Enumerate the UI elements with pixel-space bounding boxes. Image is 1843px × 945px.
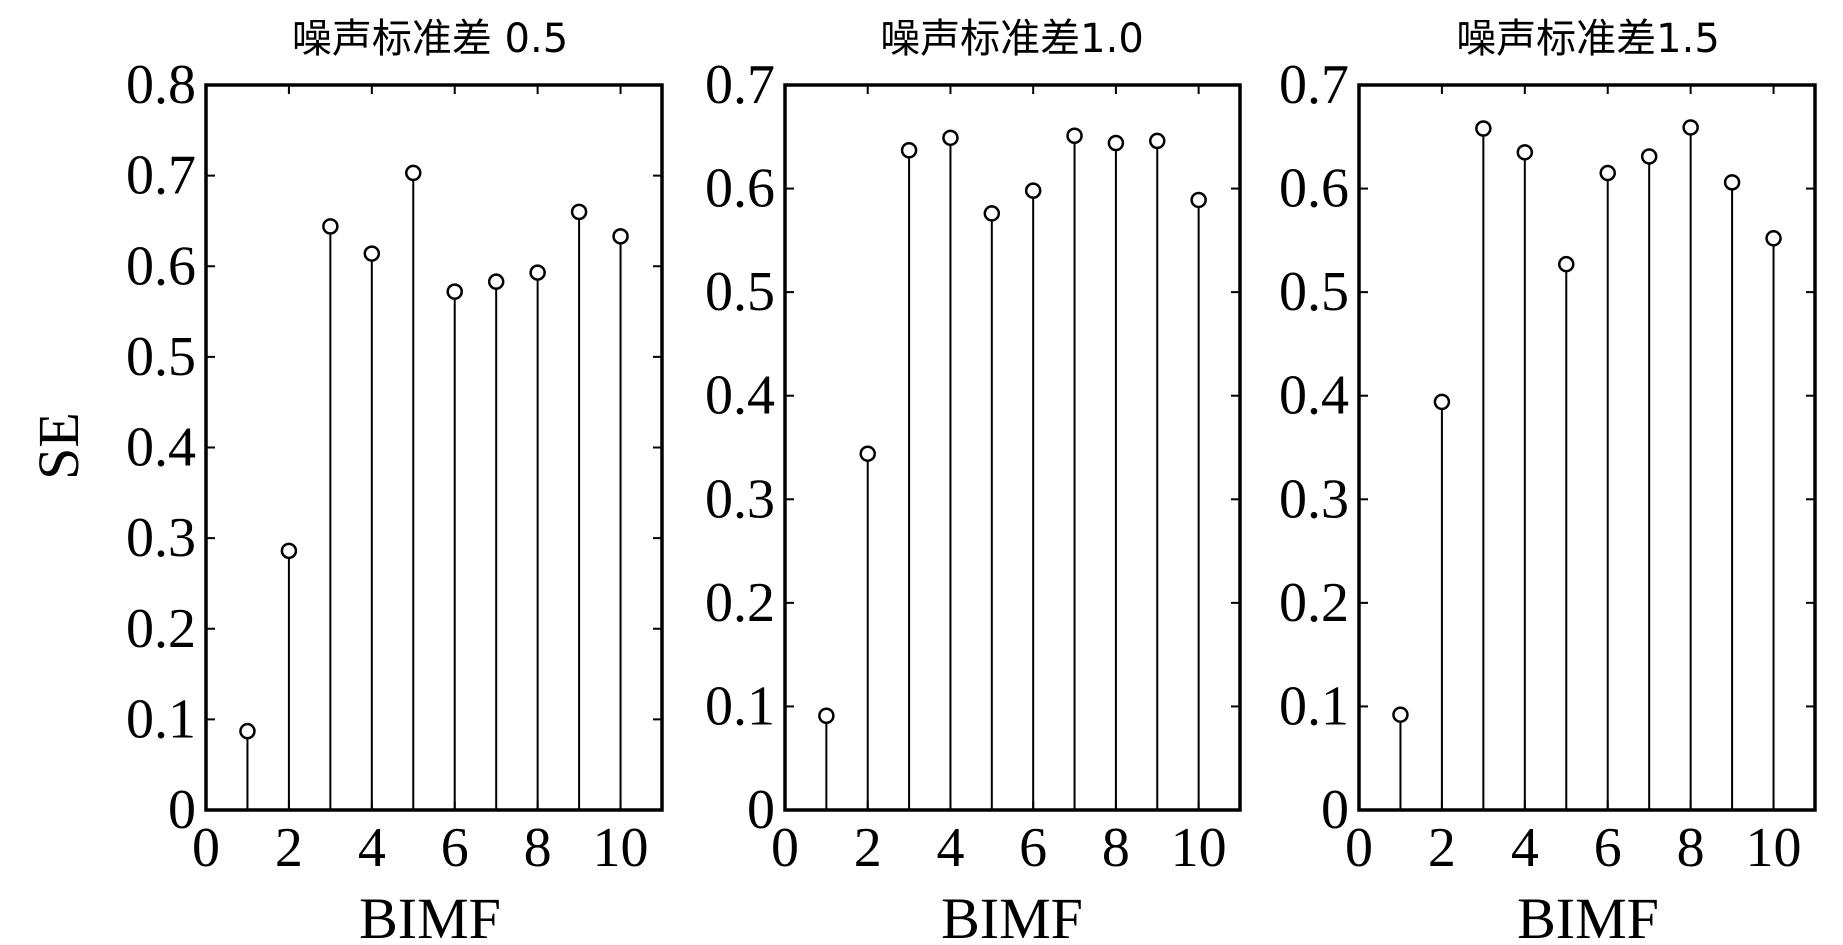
panel-2: 噪声标准差1.0 BIMF 00.10.20.30.40.50.60.70 2 4 6… <box>705 16 1242 945</box>
x-tick-label: 8 <box>1677 817 1705 879</box>
y-tick-label: 0.2 <box>126 598 196 660</box>
x-tick-label: 0 <box>1345 817 1373 879</box>
x-tick-label: 2 <box>1428 817 1456 879</box>
panel-3-title: 噪声标准差1.5 <box>1456 16 1720 62</box>
y-tick-label: 0 <box>747 779 775 841</box>
y-tick-label: 0.4 <box>705 365 775 427</box>
stem-marker <box>942 129 959 147</box>
stem-marker <box>280 542 298 560</box>
x-tick-label: 4 <box>1511 817 1539 879</box>
x-tick-label: 10 <box>593 817 649 879</box>
y-tick-label: 0.1 <box>126 688 196 750</box>
y-tick-label: 0.3 <box>126 507 196 569</box>
y-tick-label: 0.3 <box>1279 468 1349 530</box>
panel-1-ylabel: SE <box>26 412 91 480</box>
stem-marker <box>1190 191 1207 209</box>
stem-marker <box>1765 230 1782 247</box>
stem-marker <box>1107 134 1125 152</box>
stem-marker <box>983 205 1001 222</box>
panel-1-frame <box>204 83 664 812</box>
panel-2-xlabel: BIMF <box>941 886 1083 945</box>
y-tick-label: 0.2 <box>705 572 775 634</box>
stem-marker <box>900 142 918 159</box>
x-tick-label: 2 <box>854 817 882 879</box>
y-tick-label: 0.5 <box>705 261 775 323</box>
stem-marker <box>1024 182 1042 199</box>
stem-marker <box>405 164 422 182</box>
stem-marker <box>446 283 463 300</box>
y-tick-label: 0.1 <box>705 675 775 737</box>
panel-3: 噪声标准差1.5 BIMF 00.10.20.30.40.50.60.70 2 4 6… <box>1279 16 1817 945</box>
stem-marker <box>1682 119 1699 136</box>
panel-3-frame <box>1357 83 1817 812</box>
x-tick-label: 10 <box>1171 817 1227 879</box>
x-tick-label: 0 <box>192 817 220 879</box>
stem-marker <box>1599 164 1616 182</box>
stem-marker <box>529 264 546 281</box>
stem-marker <box>1433 393 1451 411</box>
panel-1-xlabel: BIMF <box>359 886 501 945</box>
y-tick-label: 0.7 <box>705 54 775 116</box>
panel-2-title: 噪声标准差1.0 <box>880 16 1144 62</box>
y-tick-label: 0.6 <box>126 235 196 297</box>
stem-marker <box>612 228 629 245</box>
y-tick-label: 0.3 <box>705 468 775 530</box>
y-tick-label: 0.2 <box>1279 572 1349 634</box>
stem-marker <box>1640 148 1658 165</box>
y-tick-label: 0.6 <box>1279 158 1349 220</box>
stem-marker <box>363 245 381 262</box>
stem-marker <box>818 707 835 724</box>
stem-marker <box>1516 144 1534 161</box>
stem-marker <box>1149 132 1166 150</box>
x-tick-label: 6 <box>1594 817 1622 879</box>
stem-marker <box>239 722 256 740</box>
stem-marker <box>1475 120 1492 137</box>
stem-marker <box>1066 127 1083 144</box>
x-tick-label: 8 <box>524 817 552 879</box>
x-tick-label: 2 <box>275 817 303 879</box>
x-tick-label: 6 <box>441 817 469 879</box>
y-tick-label: 0.8 <box>126 54 196 116</box>
x-tick-label: 4 <box>358 817 386 879</box>
y-tick-label: 0.5 <box>1279 261 1349 323</box>
stem-marker <box>570 203 588 221</box>
stem-marker <box>487 273 505 290</box>
y-tick-label: 0.4 <box>126 417 196 479</box>
y-tick-label: 0 <box>1321 779 1349 841</box>
stem-marker <box>859 445 876 462</box>
panel-1: 噪声标准差 0.5 BIMF SE 0 0.1 0.2 0.3 0.4 0.5 0.6 0.7… <box>26 16 664 945</box>
y-tick-label: 0.6 <box>705 158 775 220</box>
x-tick-label: 8 <box>1102 817 1130 879</box>
panel-1-title: 噪声标准差 0.5 <box>292 16 568 62</box>
y-tick-label: 0.7 <box>1279 54 1349 116</box>
y-tick-label: 0.5 <box>126 326 196 388</box>
x-tick-label: 0 <box>771 817 799 879</box>
y-tick-label: 0.4 <box>1279 365 1349 427</box>
stem-marker <box>1392 706 1409 723</box>
x-tick-label: 10 <box>1746 817 1802 879</box>
panel-2-frame <box>783 83 1242 812</box>
stem-marker <box>1558 255 1575 273</box>
y-tick-label: 0 <box>168 779 196 841</box>
y-tick-label: 0.1 <box>1279 675 1349 737</box>
y-tick-label: 0.7 <box>126 145 196 207</box>
stem-marker <box>1723 174 1741 191</box>
x-tick-label: 4 <box>936 817 964 879</box>
panel-3-xlabel: BIMF <box>1517 886 1659 945</box>
x-tick-label: 6 <box>1019 817 1047 879</box>
stem-marker <box>322 218 339 235</box>
